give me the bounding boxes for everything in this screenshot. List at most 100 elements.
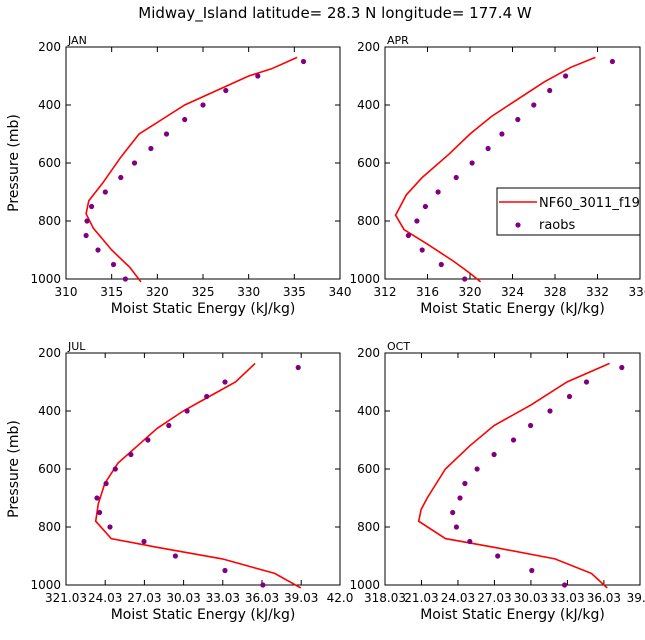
x-tick-label: 340	[329, 285, 352, 299]
raobs-point	[112, 466, 118, 472]
panel-label: JAN	[67, 34, 87, 47]
legend-box	[496, 187, 641, 236]
x-tick-label: 33.03	[550, 591, 584, 605]
x-tick-label: 27.03	[477, 591, 511, 605]
raobs-point	[128, 451, 134, 458]
x-tick-label: 328	[544, 285, 567, 299]
y-tick-label: 800	[357, 214, 380, 228]
raobs-point	[462, 480, 468, 487]
raobs-point	[222, 567, 228, 574]
raobs-point	[453, 524, 459, 530]
y-tick-label: 400	[357, 98, 380, 112]
model-profile-line	[94, 362, 302, 589]
panel-label: OCT	[387, 340, 410, 353]
x-tick-label: 324	[501, 285, 524, 299]
y-tick-label: 800	[38, 214, 61, 228]
raobs-point	[204, 393, 210, 400]
x-tick-label: 30.03	[514, 591, 548, 605]
plot-frame	[384, 46, 641, 280]
raobs-point	[223, 87, 229, 94]
raobs-point	[145, 437, 151, 443]
x-axis-label: Moist Static Energy (kJ/kg)	[420, 301, 605, 317]
raobs-point	[97, 509, 103, 516]
raobs-point	[122, 276, 128, 282]
x-tick-label: 21.03	[404, 591, 438, 605]
legend-model-label: NF60_3011_f19	[539, 196, 640, 211]
raobs-point	[529, 567, 535, 574]
raobs-point	[131, 160, 138, 166]
raobs-point	[547, 87, 553, 94]
raobs-point	[515, 116, 521, 123]
raobs-point	[148, 145, 154, 152]
legend-obs-label: raobs	[539, 218, 576, 233]
y-tick-label: 200	[38, 346, 61, 360]
x-tick-label: 27.03	[127, 591, 161, 605]
x-tick-label: 24.03	[441, 591, 475, 605]
model-profile-line	[417, 362, 610, 589]
x-tick-label: 36.03	[587, 591, 621, 605]
raobs-point	[609, 58, 616, 65]
raobs-point	[422, 203, 428, 210]
x-tick-label: 320	[146, 285, 169, 299]
raobs-point	[295, 364, 301, 371]
x-tick-label: 39.0	[627, 591, 645, 605]
y-tick-label: 1000	[30, 578, 61, 592]
raobs-point	[619, 364, 625, 371]
y-axis-label: Pressure (mb)	[6, 114, 22, 212]
x-axis-label: Moist Static Energy (kJ/kg)	[111, 607, 296, 623]
model-profile-line	[85, 56, 298, 283]
raobs-point	[528, 422, 534, 429]
raobs-point	[474, 466, 480, 472]
raobs-point	[435, 189, 441, 195]
panel-apr: 312 316 320 324 328 332 336 200 400 600 800 1000 APR…	[349, 34, 645, 317]
x-tick-label: 30.03	[166, 591, 200, 605]
raobs-point	[414, 218, 420, 224]
y-tick-label: 1000	[30, 272, 61, 286]
x-tick-label: 33.03	[206, 591, 240, 605]
raobs-point	[95, 247, 101, 253]
y-tick-label: 200	[357, 40, 380, 54]
x-tick-label: 318.03	[364, 591, 406, 605]
x-tick-label: 39.03	[284, 591, 318, 605]
y-tick-label: 200	[38, 40, 61, 54]
raobs-point	[531, 102, 537, 108]
y-tick-label: 600	[38, 156, 61, 170]
x-tick-label: 335	[283, 285, 306, 299]
x-tick-label: 24.03	[88, 591, 122, 605]
x-axis-label: Moist Static Energy (kJ/kg)	[420, 607, 605, 623]
panel-jul: 321.03 24.03 27.03 30.03 33.03 36.03 39.03 42.0…	[6, 340, 353, 623]
model-profile-line	[394, 56, 596, 283]
raobs-point	[566, 393, 573, 400]
raobs-point	[103, 480, 109, 487]
raobs-point	[107, 524, 113, 530]
raobs-point	[172, 553, 178, 559]
x-axis-label: Moist Static Energy (kJ/kg)	[111, 301, 296, 317]
x-tick-label: 332	[586, 285, 609, 299]
raobs-point	[222, 379, 228, 385]
legend-obs-marker	[515, 222, 521, 228]
y-tick-label: 1000	[349, 272, 380, 286]
y-axis-label: Pressure (mb)	[6, 420, 22, 518]
raobs-point	[163, 131, 170, 137]
raobs-point	[89, 203, 95, 210]
raobs-point	[166, 422, 172, 429]
raobs-point	[491, 451, 497, 458]
x-tick-label: 312	[374, 285, 397, 299]
raobs-point	[300, 58, 307, 65]
raobs-point	[467, 538, 473, 545]
raobs-point	[182, 116, 188, 123]
raobs-point	[141, 538, 147, 545]
y-tick-label: 400	[357, 404, 380, 418]
raobs-point	[450, 509, 456, 516]
panel-label: JUL	[67, 340, 86, 353]
raobs-point	[255, 73, 261, 79]
raobs-point	[260, 582, 266, 588]
x-tick-label: 310	[55, 285, 78, 299]
raobs-point	[495, 553, 501, 559]
raobs-point	[453, 174, 459, 181]
x-tick-label: 316	[416, 285, 439, 299]
raobs-point	[200, 102, 206, 108]
x-tick-label: 325	[192, 285, 215, 299]
raobs-point	[457, 495, 463, 501]
